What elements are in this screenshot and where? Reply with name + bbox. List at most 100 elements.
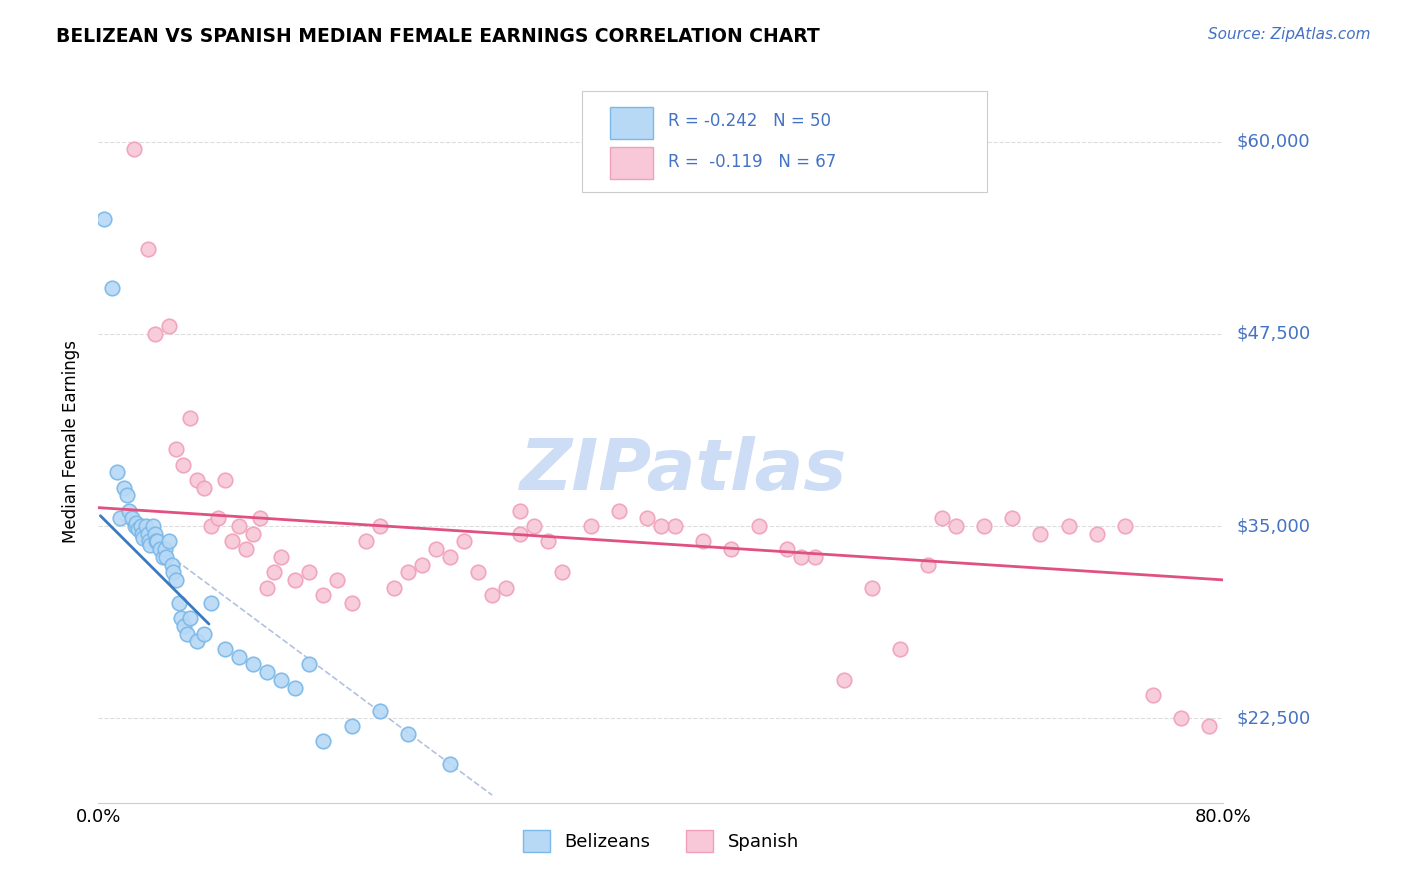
Point: [270, 673, 292, 687]
Point: [165, 442, 187, 457]
Point: [312, 734, 335, 748]
Point: [860, 581, 883, 595]
Text: R = -0.242   N = 50: R = -0.242 N = 50: [668, 112, 831, 130]
Point: [396, 565, 419, 579]
Point: [143, 326, 166, 341]
Point: [650, 519, 672, 533]
Point: [453, 534, 475, 549]
Point: [142, 519, 165, 533]
Point: [340, 719, 363, 733]
Point: [889, 642, 911, 657]
Point: [108, 511, 131, 525]
Point: [186, 634, 208, 648]
Point: [748, 519, 770, 533]
Point: [165, 573, 187, 587]
Point: [537, 534, 560, 549]
Point: [256, 581, 278, 595]
Point: [124, 519, 146, 533]
Point: [636, 511, 658, 525]
Point: [167, 596, 190, 610]
Point: [200, 596, 222, 610]
Point: [249, 511, 271, 525]
Point: [242, 657, 264, 672]
Point: [509, 526, 531, 541]
Point: [125, 516, 148, 530]
Point: [157, 319, 180, 334]
Text: R =  -0.119   N = 67: R = -0.119 N = 67: [668, 153, 835, 171]
Point: [326, 573, 349, 587]
Point: [354, 534, 377, 549]
Point: [149, 542, 172, 557]
Point: [411, 558, 433, 572]
Point: [172, 458, 194, 472]
Point: [115, 488, 138, 502]
Text: $60,000: $60,000: [1237, 133, 1310, 151]
Point: [228, 519, 250, 533]
Point: [193, 481, 215, 495]
Point: [145, 534, 167, 549]
Point: [118, 504, 141, 518]
Point: [122, 143, 145, 157]
Point: [340, 596, 363, 610]
Point: [136, 243, 159, 257]
Point: [146, 534, 169, 549]
Point: [368, 519, 391, 533]
Point: [131, 526, 153, 541]
Point: [368, 704, 391, 718]
Point: [1029, 526, 1052, 541]
Point: [1001, 511, 1024, 525]
Point: [176, 626, 198, 640]
Point: [1198, 719, 1220, 733]
Point: [664, 519, 686, 533]
Point: [973, 519, 995, 533]
Point: [129, 519, 152, 533]
Point: [495, 581, 517, 595]
Point: [509, 504, 531, 518]
Point: [93, 211, 115, 226]
Point: [160, 558, 183, 572]
Point: [179, 611, 201, 625]
Point: [551, 565, 574, 579]
Point: [931, 511, 953, 525]
Point: [481, 588, 503, 602]
Point: [1114, 519, 1136, 533]
Point: [138, 534, 160, 549]
Point: [945, 519, 967, 533]
Point: [720, 542, 742, 557]
Text: BELIZEAN VS SPANISH MEDIAN FEMALE EARNINGS CORRELATION CHART: BELIZEAN VS SPANISH MEDIAN FEMALE EARNIN…: [56, 27, 820, 45]
Point: [155, 549, 177, 564]
Point: [173, 619, 195, 633]
Y-axis label: Median Female Earnings: Median Female Earnings: [62, 340, 80, 543]
Point: [607, 504, 630, 518]
Point: [200, 519, 222, 533]
Point: [382, 581, 405, 595]
Point: [221, 534, 243, 549]
Point: [263, 565, 285, 579]
Point: [523, 519, 546, 533]
Point: [790, 549, 813, 564]
Point: [1170, 711, 1192, 725]
Point: [170, 611, 193, 625]
Point: [121, 511, 143, 525]
Point: [132, 532, 155, 546]
Point: [157, 534, 180, 549]
Point: [692, 534, 714, 549]
Point: [1142, 688, 1164, 702]
Bar: [610, 107, 652, 138]
Point: [1085, 526, 1108, 541]
Point: [425, 542, 447, 557]
Point: [127, 522, 149, 536]
Point: [439, 757, 461, 772]
Point: [579, 519, 602, 533]
Point: [112, 481, 135, 495]
Point: [152, 549, 174, 564]
Point: [153, 542, 176, 557]
Text: ZIPatlas: ZIPatlas: [520, 436, 846, 505]
Text: Source: ZipAtlas.com: Source: ZipAtlas.com: [1208, 27, 1371, 42]
Point: [776, 542, 799, 557]
Point: [135, 519, 157, 533]
Point: [162, 565, 184, 579]
Point: [214, 642, 236, 657]
Point: [298, 657, 321, 672]
Point: [804, 549, 827, 564]
